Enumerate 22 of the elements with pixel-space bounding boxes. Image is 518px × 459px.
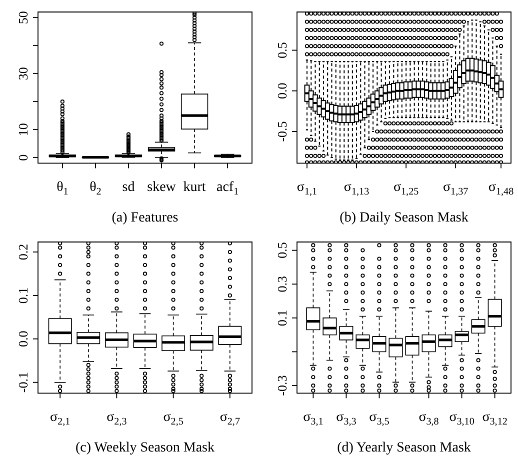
- x-tick-label: sd: [122, 180, 135, 195]
- text: (c) Weekly Season Mask: [76, 440, 214, 456]
- text: (a) Features: [112, 210, 178, 226]
- y-tick-label: 50: [15, 11, 30, 24]
- y-tick-label: 0.0: [274, 82, 290, 99]
- y-tick-label: -0.3: [274, 375, 290, 396]
- y-tick-label: -0.5: [274, 121, 290, 142]
- y-tick-label: -0.1: [15, 372, 30, 393]
- y-tick-label: 0.5: [274, 242, 290, 258]
- y-tick-label: 0.1: [274, 310, 290, 326]
- y-tick-label: 0.3: [274, 276, 290, 292]
- y-tick-label: 30: [15, 67, 30, 80]
- y-tick-label: 0.2: [15, 244, 30, 260]
- y-tick-label: 0: [15, 154, 30, 161]
- x-tick-label: kurt: [183, 180, 206, 195]
- text: (b) Daily Season Mask: [340, 210, 468, 226]
- x-tick-label: skew: [147, 180, 177, 195]
- y-tick-label: 0.1: [15, 287, 30, 304]
- text: (d) Yearly Season Mask: [337, 440, 471, 456]
- y-tick-label: 10: [15, 123, 30, 136]
- y-tick-label: 0.0: [15, 330, 30, 348]
- y-tick-label: 0.5: [274, 42, 290, 58]
